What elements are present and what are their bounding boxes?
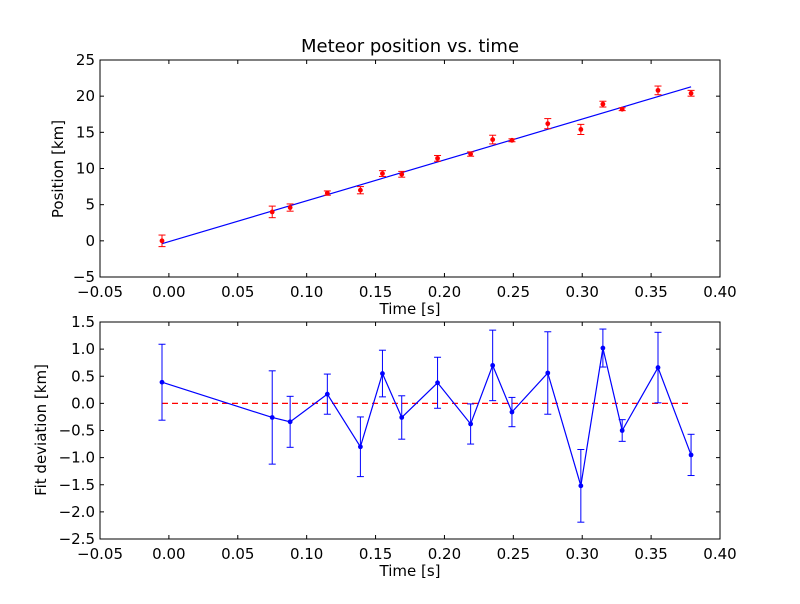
deviation-data-point (468, 421, 474, 427)
deviation-ytick-label: 1.5 (71, 313, 95, 331)
deviation-xtick-label: 0.30 (566, 545, 599, 563)
position-xtick-label: 0.05 (221, 283, 254, 301)
deviation-data-point (619, 428, 625, 433)
deviation-xtick-label: 0.40 (703, 545, 736, 563)
position-ytick-label: 0 (85, 232, 95, 250)
deviation-xtick-label: 0.25 (497, 545, 530, 563)
fit-line (161, 86, 692, 245)
position-data-point (655, 87, 661, 93)
deviation-ytick-label: 0.0 (71, 394, 95, 412)
position-data-point (324, 190, 330, 196)
deviation-panel: −0.05 0.00 0.05 0.10 0.15 0.20 0.25 0.30 0.35 0.4… (59, 313, 737, 563)
deviation-xtick-label: 0.35 (634, 545, 667, 563)
deviation-xtick-label: 0.05 (221, 545, 254, 563)
deviation-data-point (545, 370, 551, 376)
position-data-point (509, 137, 515, 143)
deviation-ytick-label: −1.0 (59, 449, 95, 467)
position-ytick-label: −5 (73, 268, 95, 286)
position-axes-frame (99, 59, 721, 278)
position-data-point (490, 137, 496, 142)
deviation-data-point (509, 409, 515, 415)
deviation-xtick-label: 0.00 (152, 545, 185, 563)
position-data-point (358, 187, 363, 193)
deviation-ytick-label: −2.0 (59, 503, 95, 521)
deviation-ytick-label: −2.5 (59, 530, 95, 548)
deviation-line (161, 347, 692, 487)
position-ytick-label: 15 (76, 123, 95, 141)
position-data-point (269, 209, 275, 215)
deviation-data-point (688, 452, 694, 458)
position-xtick-label: 0.25 (497, 283, 530, 301)
deviation-data-point (159, 379, 165, 385)
position-data-point (578, 127, 584, 132)
position-data-point (380, 171, 385, 176)
position-data-point (399, 171, 405, 177)
deviation-data-point (655, 365, 661, 370)
position-data-point (159, 238, 165, 244)
chart-title: Meteor position vs. time (301, 36, 519, 57)
position-panel: −0.05 0.00 0.05 0.10 0.15 0.20 0.25 0.30 0.35 0.4… (73, 51, 737, 301)
position-xtick-label: 0.10 (290, 283, 323, 301)
deviation-data-point (435, 380, 440, 386)
position-data-point (545, 121, 551, 127)
top-ylabel: Position [km] (49, 120, 67, 218)
deviation-xtick-label: −0.05 (77, 545, 123, 563)
bottom-ylabel: Fit deviation [km] (32, 364, 50, 496)
position-ytick-label: 5 (85, 196, 95, 214)
position-data-point (619, 106, 625, 112)
position-data-point (287, 205, 293, 210)
deviation-data-point (380, 371, 385, 376)
deviation-ytick-label: −0.5 (59, 422, 95, 440)
position-data-point (468, 151, 474, 157)
deviation-ytick-label: −1.5 (59, 476, 95, 494)
bottom-xlabel: Time [s] (379, 562, 441, 580)
position-ytick-label: 10 (76, 160, 95, 178)
position-xtick-label: 0.30 (566, 283, 599, 301)
top-xlabel: Time [s] (379, 300, 441, 318)
position-data-point (600, 101, 606, 107)
position-ytick-label: 20 (76, 87, 95, 105)
deviation-data-point (287, 419, 293, 425)
position-xtick-label: −0.05 (77, 283, 123, 301)
deviation-data-point (490, 363, 496, 368)
position-xtick-label: 0.15 (359, 283, 392, 301)
deviation-xtick-label: 0.15 (359, 545, 392, 563)
position-xtick-label: 0.35 (634, 283, 667, 301)
position-data-point (688, 90, 694, 96)
position-xtick-label: 0.00 (152, 283, 185, 301)
deviation-xtick-label: 0.20 (428, 545, 461, 563)
position-ytick-label: 25 (76, 51, 95, 69)
deviation-data-point (600, 345, 606, 351)
deviation-ytick-label: 1.0 (71, 340, 95, 358)
position-data-point (435, 155, 440, 161)
deviation-data-point (269, 415, 275, 420)
deviation-axes-frame (99, 321, 721, 540)
deviation-data-point (358, 444, 363, 450)
position-xtick-label: 0.20 (428, 283, 461, 301)
deviation-data-point (578, 483, 584, 489)
deviation-data-point (399, 415, 405, 420)
deviation-data-point (324, 391, 330, 397)
deviation-ytick-label: 0.5 (71, 367, 95, 385)
deviation-xtick-label: 0.10 (290, 545, 323, 563)
position-xtick-label: 0.40 (703, 283, 736, 301)
